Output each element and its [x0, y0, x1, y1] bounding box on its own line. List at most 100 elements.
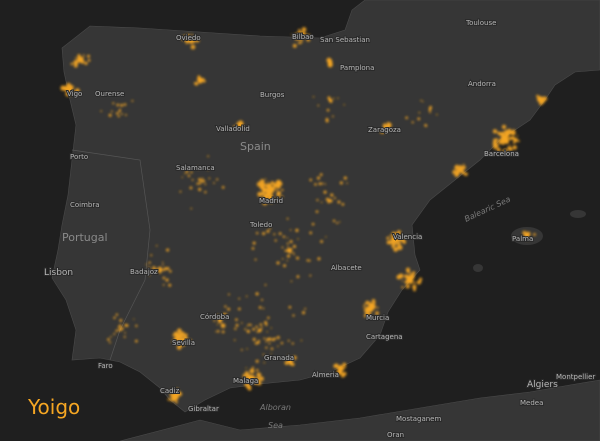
coverage-dot	[189, 186, 193, 190]
coverage-dot	[182, 331, 185, 334]
coverage-dot	[464, 172, 468, 176]
coverage-dot	[274, 239, 277, 242]
brand-logo: Yoigo	[27, 395, 80, 419]
coverage-dot	[257, 381, 262, 386]
coverage-dot	[67, 83, 69, 85]
coverage-dot	[213, 182, 215, 184]
coverage-dot	[296, 256, 300, 260]
coverage-dot	[280, 341, 284, 345]
coverage-dot	[512, 145, 517, 150]
coverage-dot	[364, 303, 366, 305]
coverage-dot	[256, 331, 258, 333]
city-label: Palma	[512, 235, 533, 243]
coverage-dot	[375, 311, 379, 316]
coverage-dot	[337, 366, 342, 371]
city-label: Murcia	[366, 314, 389, 322]
coverage-dot	[172, 393, 177, 398]
coverage-dot	[405, 281, 407, 283]
coverage-dot	[496, 147, 501, 152]
coverage-dot	[316, 199, 319, 202]
coverage-dot	[391, 244, 395, 249]
city-label: Malaga	[233, 377, 258, 385]
coverage-dot	[115, 112, 119, 115]
coverage-dot	[194, 81, 199, 86]
coverage-dot	[289, 361, 293, 366]
coverage-dot	[125, 114, 127, 116]
coverage-dot	[292, 244, 296, 248]
coverage-dot	[172, 339, 178, 345]
coverage-dot	[204, 183, 207, 186]
coverage-dot	[173, 396, 178, 402]
coverage-dot	[268, 189, 271, 192]
coverage-dot	[87, 54, 91, 58]
land-africa	[119, 379, 600, 441]
coverage-dot	[118, 328, 122, 332]
coverage-dot	[202, 179, 204, 181]
coverage-dot	[268, 337, 272, 341]
coverage-dot	[281, 258, 284, 260]
coverage-dot	[316, 176, 321, 180]
coverage-dot	[197, 75, 201, 79]
coverage-dot	[288, 255, 291, 258]
coverage-dot	[502, 141, 505, 144]
coverage-dot	[257, 376, 260, 379]
city-label: Andorra	[468, 80, 496, 88]
coverage-dot	[367, 313, 372, 318]
coverage-dot	[241, 127, 245, 131]
coverage-dot	[77, 54, 81, 58]
coverage-dot	[266, 191, 270, 195]
coverage-dot	[246, 348, 248, 350]
coverage-dot	[319, 173, 323, 176]
city-label: Zaragoza	[368, 126, 401, 134]
coverage-dot	[252, 241, 256, 245]
coverage-dot	[151, 268, 155, 272]
coverage-dot	[220, 323, 226, 329]
coverage-dot	[286, 237, 289, 239]
coverage-dot	[501, 142, 505, 146]
coverage-dot	[227, 307, 231, 311]
coverage-dot	[170, 399, 174, 402]
coverage-dot	[329, 99, 333, 103]
coverage-dot	[270, 327, 272, 329]
coverage-dot	[162, 276, 166, 280]
coverage-dot	[202, 179, 206, 183]
coverage-dot	[525, 236, 527, 238]
coverage-dot	[332, 115, 334, 118]
coverage-dot	[112, 102, 115, 105]
coverage-dot	[255, 292, 259, 296]
coverage-dot	[383, 126, 387, 130]
coverage-dot	[429, 109, 432, 112]
coverage-dot	[113, 332, 116, 336]
coverage-dot	[346, 182, 348, 184]
city-label: Valladolid	[216, 125, 250, 133]
city-label: Bilbao	[292, 33, 314, 41]
coverage-dot	[429, 111, 431, 114]
coverage-dot	[74, 57, 77, 59]
coverage-dot	[383, 124, 386, 126]
coverage-dot	[254, 342, 256, 344]
coverage-dot	[338, 370, 343, 375]
coverage-dot	[238, 297, 241, 300]
coverage-dot	[286, 259, 288, 262]
coverage-dot	[198, 178, 201, 181]
city-label: Badajoz	[130, 268, 158, 276]
coverage-dot	[68, 84, 74, 90]
coverage-dot	[175, 388, 179, 391]
coverage-dot	[118, 324, 122, 328]
coverage-dot	[324, 183, 326, 185]
coverage-dot	[371, 299, 376, 303]
city-label: Granada	[264, 354, 294, 362]
coverage-dot	[251, 375, 255, 379]
coverage-dot	[215, 331, 217, 333]
coverage-dot	[301, 27, 307, 32]
coverage-dot	[463, 163, 465, 166]
coverage-dot	[392, 234, 394, 237]
coverage-dot	[404, 275, 406, 277]
coverage-dot	[176, 345, 182, 350]
coverage-dot	[339, 181, 343, 185]
coverage-dot	[492, 139, 498, 145]
coverage-dot	[251, 374, 254, 376]
coverage-dot	[412, 288, 417, 292]
coverage-dot	[495, 138, 499, 141]
coverage-dot	[251, 247, 255, 250]
